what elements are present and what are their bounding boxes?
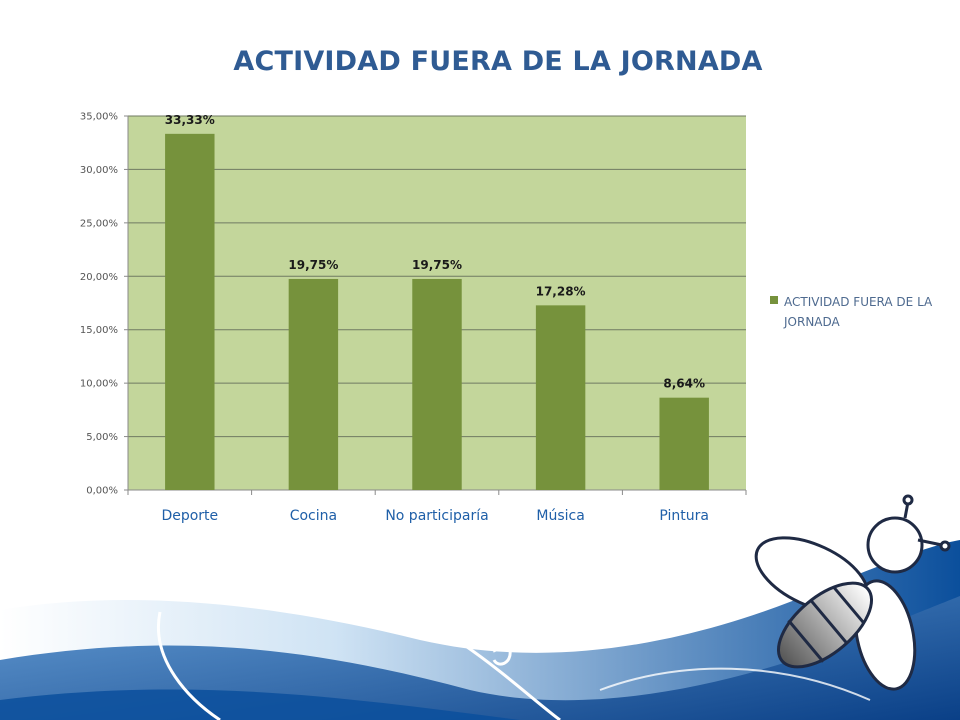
category-label: Deporte: [161, 508, 218, 524]
y-tick-label: 10,00%: [80, 379, 118, 390]
legend-label: ACTIVIDAD FUERA DE LA JORNADA: [784, 295, 933, 329]
legend: ACTIVIDAD FUERA DE LA JORNADA: [770, 292, 940, 332]
data-label: 33,33%: [165, 113, 215, 127]
y-tick-label: 35,00%: [80, 112, 118, 123]
y-tick-label: 0,00%: [86, 486, 118, 497]
data-label: 17,28%: [536, 284, 586, 298]
legend-swatch: [770, 296, 778, 304]
bar: [165, 133, 215, 490]
bar: [412, 278, 462, 490]
blue-wave-icon: [0, 540, 960, 720]
category-label: Pintura: [659, 508, 709, 524]
category-label: No participaría: [385, 508, 488, 524]
chart-title: ACTIVIDAD FUERA DE LA JORNADA: [233, 46, 763, 77]
y-tick-label: 15,00%: [80, 325, 118, 336]
bee-mascot-icon: [754, 494, 951, 691]
y-tick-label: 5,00%: [86, 432, 118, 443]
y-tick-label: 30,00%: [80, 165, 118, 176]
bar: [535, 305, 586, 490]
category-label: Música: [536, 508, 584, 524]
data-label: 8,64%: [663, 377, 705, 391]
bar: [288, 278, 339, 490]
y-tick-label: 25,00%: [80, 218, 118, 229]
plot-area: 0,00% 5,00% 10,00% 15,00% 20,00% 25,00% 30,00%…: [80, 112, 747, 524]
data-label: 19,75%: [288, 258, 338, 272]
data-label: 19,75%: [412, 258, 462, 272]
category-label: Cocina: [290, 508, 337, 524]
y-tick-label: 20,00%: [80, 272, 118, 283]
bar: [659, 397, 709, 490]
